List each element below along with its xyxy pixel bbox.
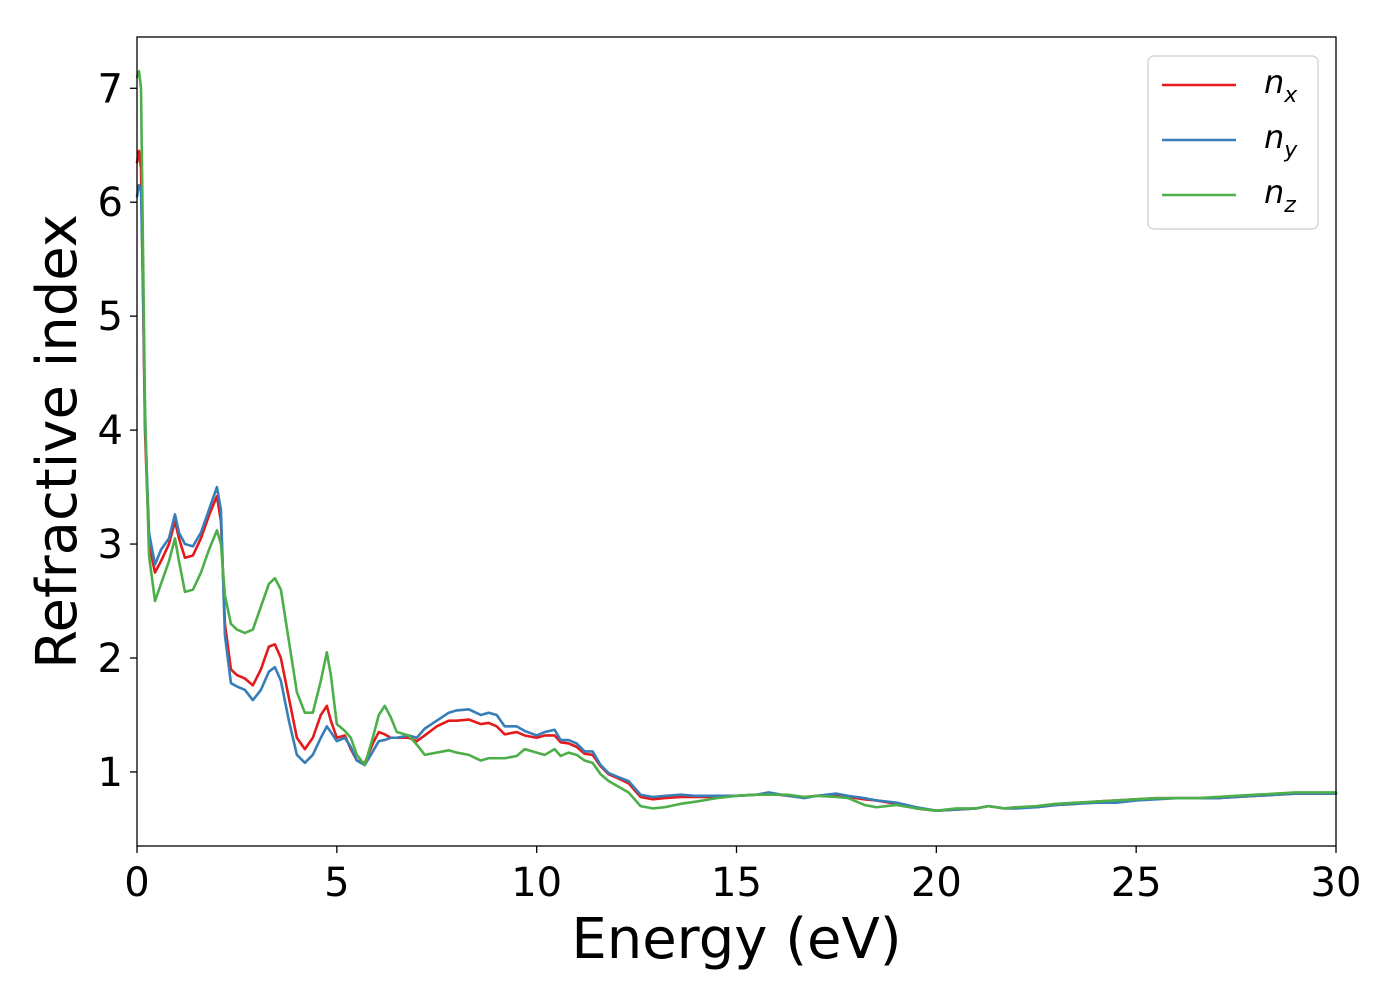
x-axis-label: Energy (eV) [571, 907, 901, 972]
y-tick-label: 1 [98, 750, 123, 796]
x-tick-label: 25 [1111, 860, 1162, 906]
x-axis: 0 5 10 15 20 25 30 [124, 846, 1361, 906]
y-axis: 1 2 3 4 5 6 7 [98, 66, 137, 796]
y-axis-label: Refractive index [25, 214, 90, 669]
x-tick-label: 30 [1311, 860, 1362, 906]
x-tick-label: 5 [324, 860, 349, 906]
x-tick-label: 20 [911, 860, 962, 906]
x-tick-label: 0 [124, 860, 149, 906]
x-tick-label: 15 [711, 860, 762, 906]
y-tick-label: 4 [98, 408, 123, 454]
y-tick-label: 5 [98, 294, 123, 340]
x-tick-label: 10 [511, 860, 562, 906]
legend-box [1147, 55, 1319, 230]
y-tick-label: 3 [98, 522, 123, 568]
series-layer [135, 69, 1338, 812]
y-tick-label: 2 [98, 636, 123, 682]
y-tick-label: 6 [98, 180, 123, 226]
plot-background [137, 37, 1336, 846]
y-tick-label: 7 [98, 66, 123, 112]
series-line-nz [135, 69, 1338, 812]
